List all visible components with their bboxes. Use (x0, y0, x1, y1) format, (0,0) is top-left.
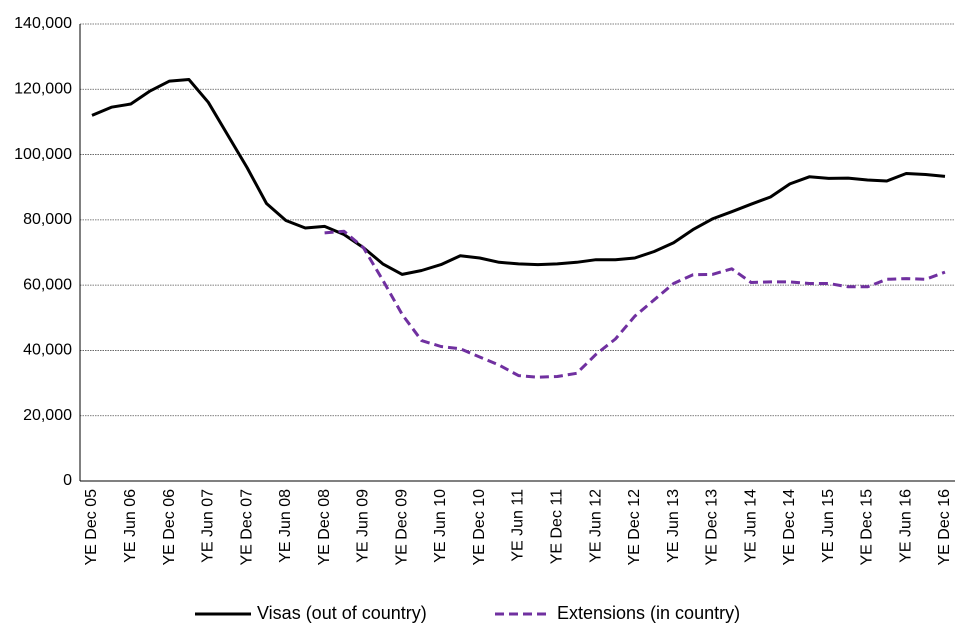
x-tick-label: YE Jun 13 (665, 489, 682, 563)
x-tick-label: YE Dec 12 (626, 489, 643, 566)
x-tick-label: YE Dec 05 (83, 489, 100, 566)
x-tick-label: YE Jun 09 (355, 489, 372, 563)
x-tick-label: YE Jun 12 (587, 489, 604, 563)
x-tick-label: YE Jun 14 (742, 489, 759, 563)
x-tick-label: YE Jun 10 (432, 489, 449, 563)
x-tick-label: YE Dec 08 (316, 489, 333, 566)
y-tick-label: 100,000 (14, 146, 72, 163)
x-tick-label: YE Jun 06 (122, 489, 139, 563)
x-tick-label: YE Jun 07 (200, 489, 217, 563)
series-line (91, 78, 946, 276)
y-tick-label: 120,000 (14, 81, 72, 98)
x-tick-label: YE Dec 06 (161, 489, 178, 566)
y-tick-label: 80,000 (23, 211, 72, 228)
x-tick-label: YE Dec 14 (781, 489, 798, 566)
x-tick-label: YE Jun 15 (820, 489, 837, 563)
x-tick-label: YE Dec 16 (936, 489, 953, 566)
x-tick-label: YE Dec 10 (471, 489, 488, 566)
y-tick-label: 40,000 (23, 342, 72, 359)
legend-label: Extensions (in country) (557, 603, 740, 623)
y-tick-label: 0 (63, 472, 72, 489)
x-tick-label: YE Dec 11 (548, 489, 565, 564)
x-tick-label: YE Dec 13 (704, 489, 721, 566)
x-tick-label: YE Jun 11 (510, 489, 527, 562)
x-tick-label: YE Jun 16 (897, 489, 914, 563)
legend-label: Visas (out of country) (257, 603, 427, 623)
x-tick-label: YE Jun 08 (277, 489, 294, 563)
x-tick-label: YE Dec 15 (859, 489, 876, 566)
y-tick-label: 60,000 (23, 276, 72, 293)
y-tick-label: 20,000 (23, 407, 72, 424)
x-tick-label: YE Dec 07 (238, 489, 255, 566)
series-line (324, 229, 946, 379)
x-tick-label: YE Dec 09 (393, 489, 410, 566)
y-tick-label: 140,000 (14, 15, 72, 32)
